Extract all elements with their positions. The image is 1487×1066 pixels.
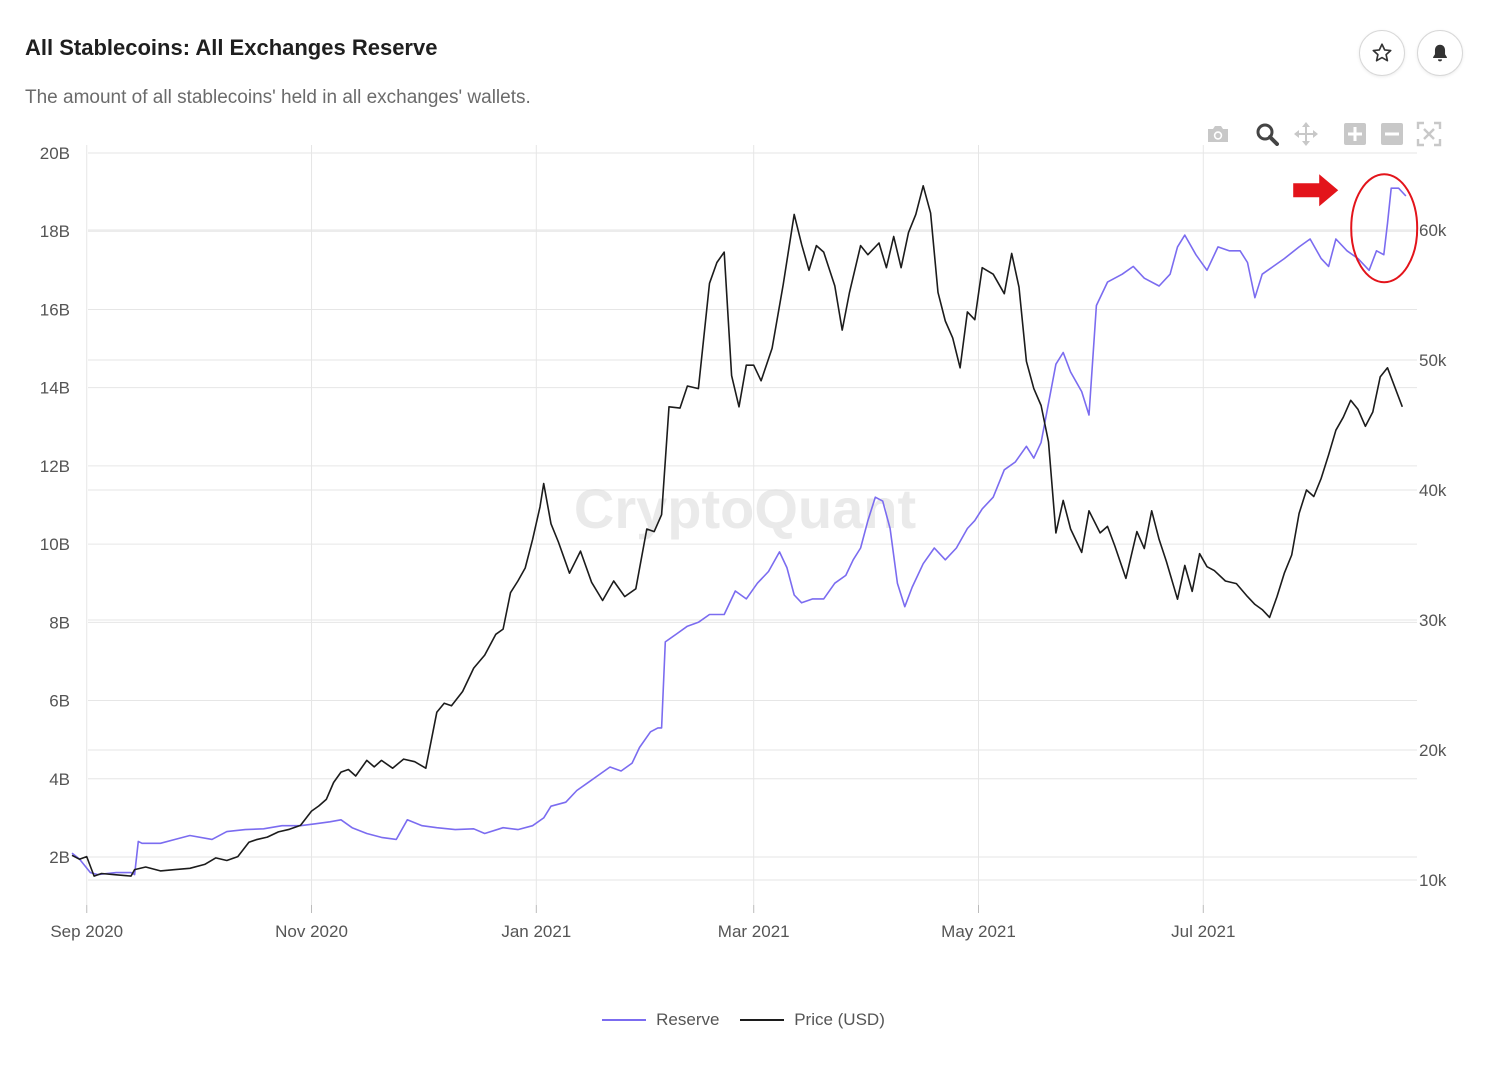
camera-icon[interactable]	[1204, 120, 1232, 148]
autoscale-icon[interactable]	[1415, 120, 1443, 148]
alert-button[interactable]	[1417, 30, 1463, 76]
y-right-tick-label: 10k	[1419, 871, 1447, 890]
chart-area: CryptoQuant 2B 4B 6B 8B 10B 12B 14B 16B 18B 20B 10…	[40, 144, 1447, 941]
zoom-icon[interactable]	[1253, 120, 1281, 148]
y-right-tick-label: 50k	[1419, 351, 1447, 370]
annotation-arrow	[1293, 174, 1339, 207]
x-tick-label: Mar 2021	[718, 922, 790, 941]
x-tick-label: Sep 2020	[50, 922, 123, 941]
y-left-tick-label: 10B	[40, 535, 70, 554]
x-tick-label: Jan 2021	[501, 922, 571, 941]
series-layer	[71, 185, 1407, 877]
zoom-in-icon[interactable]	[1341, 120, 1369, 148]
star-icon	[1372, 43, 1392, 62]
y-right-tick-label: 30k	[1419, 611, 1447, 630]
favorite-button[interactable]	[1359, 30, 1405, 76]
x-tick-label: Jul 2021	[1171, 922, 1235, 941]
chart-legend: Reserve Price (USD)	[0, 1006, 1487, 1030]
y-right-tick-label: 60k	[1419, 221, 1447, 240]
y-left-tick-label: 18B	[40, 222, 70, 241]
legend-swatch-reserve	[602, 1019, 647, 1021]
legend-label-price: Price (USD)	[794, 1010, 885, 1029]
y-left-tick-label: 8B	[49, 613, 70, 632]
y-left-tick-label: 4B	[49, 770, 70, 789]
legend-label-reserve: Reserve	[656, 1010, 720, 1029]
series-line-reserve	[71, 187, 1407, 876]
series-line-price	[71, 185, 1404, 877]
legend-item-reserve[interactable]: Reserve	[602, 1010, 719, 1030]
bell-icon	[1433, 44, 1447, 62]
page-title: All Stablecoins: All Exchanges Reserve	[25, 35, 438, 60]
axis-layer: 2B 4B 6B 8B 10B 12B 14B 16B 18B 20B 10k 20k 30k 40k 50…	[40, 144, 1447, 941]
y-left-tick-label: 20B	[40, 144, 70, 163]
zoom-out-icon[interactable]	[1378, 120, 1406, 148]
y-right-tick-label: 40k	[1419, 481, 1447, 500]
y-left-tick-label: 14B	[40, 379, 70, 398]
y-left-tick-label: 6B	[49, 692, 70, 711]
pan-icon[interactable]	[1292, 120, 1320, 148]
legend-item-price[interactable]: Price (USD)	[740, 1010, 885, 1030]
y-right-tick-label: 20k	[1419, 741, 1447, 760]
legend-swatch-price	[740, 1019, 785, 1021]
annotation-ellipse	[1350, 173, 1419, 284]
y-left-tick-label: 12B	[40, 457, 70, 476]
y-left-tick-label: 2B	[49, 848, 70, 867]
grid-layer	[86, 145, 1417, 905]
x-tick-label: Nov 2020	[275, 922, 348, 941]
x-tick-label: May 2021	[941, 922, 1016, 941]
watermark: CryptoQuant	[574, 477, 916, 540]
page-subtitle: The amount of all stablecoins' held in a…	[25, 87, 531, 108]
y-left-tick-label: 16B	[40, 300, 70, 319]
annotation-layer	[1293, 173, 1419, 284]
